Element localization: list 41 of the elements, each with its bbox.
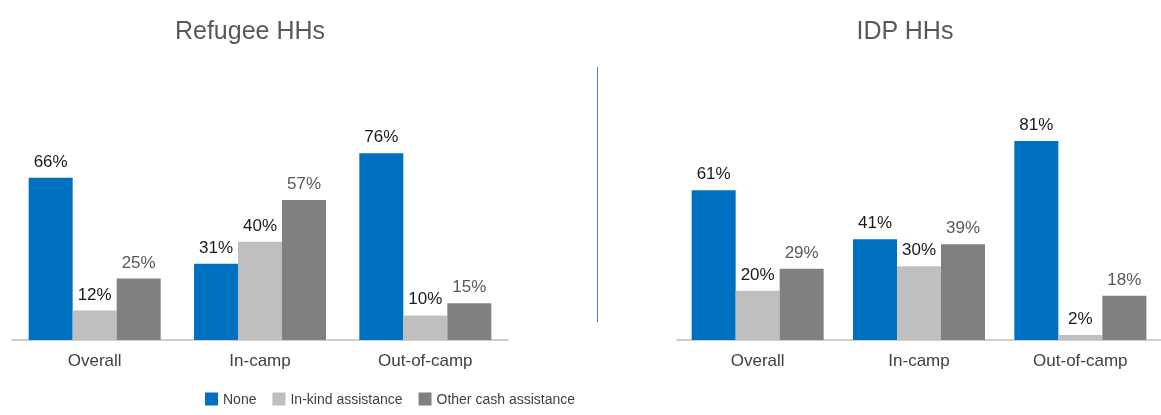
data-label: 61%	[696, 164, 731, 184]
legend-label: Other cash assistance	[436, 391, 576, 407]
bar	[116, 278, 161, 340]
bar	[194, 263, 238, 340]
data-label: 10%	[408, 289, 443, 309]
bar	[1102, 295, 1147, 340]
x-tick-label: Overall	[67, 351, 122, 370]
data-label: 40%	[242, 215, 278, 235]
bar	[779, 268, 824, 340]
data-label: 31%	[198, 237, 234, 257]
data-label: 2%	[1068, 309, 1093, 329]
data-label: 18%	[1107, 269, 1142, 289]
bar	[1014, 141, 1059, 340]
x-tick-label: In-camp	[888, 351, 950, 370]
data-label: 39%	[945, 218, 981, 238]
bar	[359, 153, 404, 340]
bar	[853, 239, 897, 340]
data-label: 20%	[740, 264, 775, 284]
data-label: 76%	[364, 127, 399, 147]
bar	[941, 244, 985, 340]
x-tick-label: In-camp	[229, 351, 291, 370]
bar	[28, 177, 73, 340]
bar	[691, 190, 736, 340]
data-label: 30%	[901, 240, 937, 260]
data-label: 15%	[452, 277, 487, 297]
x-tick-label: Out-of-camp	[378, 351, 473, 370]
legend-label: None	[223, 391, 257, 407]
x-tick-label: Out-of-camp	[1033, 351, 1128, 370]
data-label: 41%	[857, 213, 893, 233]
bar	[447, 303, 492, 340]
x-tick-label: Overall	[730, 351, 785, 370]
data-label: 25%	[121, 252, 156, 272]
data-label: 57%	[286, 173, 322, 193]
chart-title: Refugee HHs	[174, 15, 326, 44]
data-label: 29%	[784, 242, 819, 262]
data-label: 12%	[77, 284, 112, 304]
data-label: 81%	[1019, 115, 1054, 134]
bar	[282, 199, 326, 340]
chart-title: IDP HHs	[856, 15, 954, 44]
data-label: 66%	[33, 151, 68, 171]
legend-label: In-kind assistance	[290, 391, 403, 407]
